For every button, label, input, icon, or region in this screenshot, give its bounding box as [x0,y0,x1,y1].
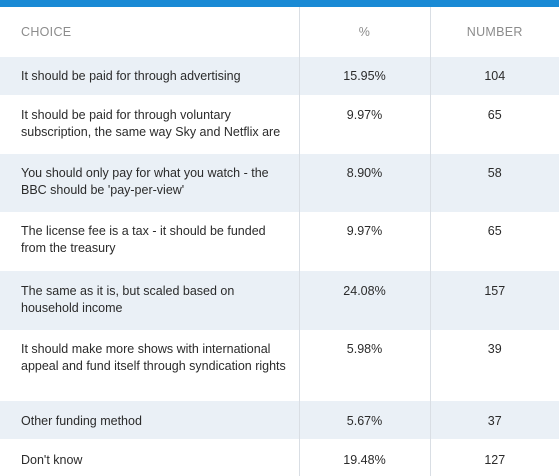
row-percent: 5.67% [298,401,430,439]
row-percent: 19.48% [298,439,430,476]
table-row: It should be paid for through advertisin… [0,57,559,95]
table-row: You should only pay for what you watch -… [0,154,559,212]
table-row: The same as it is, but scaled based on h… [0,271,559,330]
row-choice: The license fee is a tax - it should be … [21,224,266,255]
header-number: NUMBER [429,7,559,57]
row-percent: 9.97% [298,212,430,271]
table-header-row: CHOICE % NUMBER [0,7,559,57]
row-number: 37 [429,401,559,439]
poll-results-table: CHOICE % NUMBER It should be paid for th… [0,7,559,476]
row-percent: 9.97% [298,95,430,154]
row-choice: Other funding method [0,401,299,439]
row-number: 39 [429,330,559,401]
row-choice: You should only pay for what you watch -… [0,154,299,212]
row-choice: It should make more shows with internati… [21,342,286,373]
table-row: It should be paid for through voluntary … [0,95,559,154]
header-percent: % [298,7,430,57]
row-number: 58 [429,154,559,212]
row-number: 65 [429,95,559,154]
row-percent: 24.08% [298,271,430,330]
row-percent: 5.98% [298,330,430,401]
row-choice: It should be paid for through advertisin… [0,57,299,95]
row-choice: It should be paid for through voluntary … [21,108,281,139]
row-number: 104 [429,57,559,95]
row-number: 65 [429,212,559,271]
table-row: It should make more shows with internati… [0,330,559,401]
row-number: 127 [429,439,559,476]
row-choice: Don't know [21,453,83,467]
row-percent: 15.95% [298,57,430,95]
row-percent: 8.90% [298,154,430,212]
table-row: Other funding method 5.67% 37 [0,401,559,439]
accent-top-bar [0,0,559,7]
table-row: Don't know 19.48% 127 [0,439,559,476]
row-number: 157 [429,271,559,330]
row-choice: The same as it is, but scaled based on h… [0,271,299,330]
header-choice: CHOICE [21,25,72,39]
table-row: The license fee is a tax - it should be … [0,212,559,271]
